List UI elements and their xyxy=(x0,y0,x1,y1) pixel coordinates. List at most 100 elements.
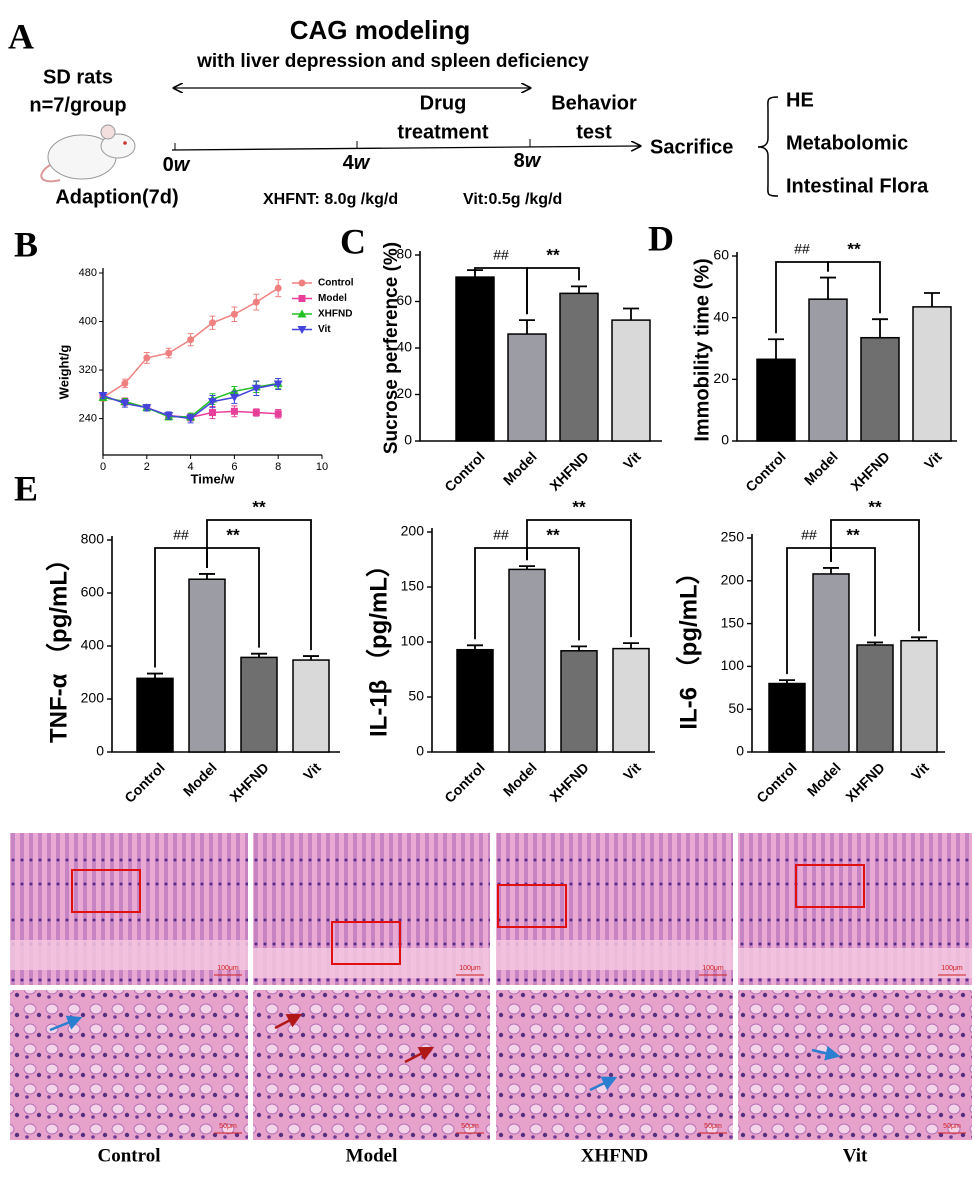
lesion-arrow xyxy=(49,1015,83,1032)
y-axis-label: Sucrose perference (%) xyxy=(381,242,402,454)
bar xyxy=(612,647,650,753)
y-tick-label: 40 xyxy=(396,339,412,355)
analysis: Intestinal Flora xyxy=(786,175,929,197)
timepoint: 8w xyxy=(514,150,542,172)
histology-panel: 100μm 50μm Control 100μm 50μm Model 100μm 50μm X… xyxy=(10,833,972,1166)
bar xyxy=(812,573,850,753)
dose: Vit:0.5g /kg/d xyxy=(463,191,562,208)
significance-label: ** xyxy=(572,497,586,516)
bar xyxy=(856,644,894,753)
stage: treatment xyxy=(397,121,488,143)
y-axis-label: IL-1β （pg/mL） xyxy=(365,553,392,737)
marker xyxy=(121,379,129,387)
panel-letter: C xyxy=(340,221,366,261)
error-bar xyxy=(571,645,587,651)
significance-label: ** xyxy=(546,245,560,264)
y-tick-label: 150 xyxy=(721,614,745,630)
bar xyxy=(756,358,796,442)
marker xyxy=(209,319,216,327)
y-tick-label: 60 xyxy=(396,292,412,308)
marker xyxy=(297,309,307,318)
panel-letter: A xyxy=(8,16,34,56)
marker xyxy=(229,393,239,402)
y-tick-label: 400 xyxy=(81,637,105,653)
x-tick-label: Control xyxy=(753,759,800,806)
panel-letter: D xyxy=(648,218,674,258)
significance-label: ## xyxy=(173,527,189,543)
error-bar xyxy=(623,307,639,321)
stage: Behavior xyxy=(551,92,637,114)
error-bar xyxy=(823,567,839,574)
x-tick-label: Control xyxy=(121,759,168,806)
group-label: Vit xyxy=(843,1145,868,1166)
marker xyxy=(230,407,238,415)
marker xyxy=(209,409,216,417)
marker xyxy=(298,295,306,302)
x-tick-label: 10 xyxy=(316,461,328,473)
marker xyxy=(120,399,130,408)
histology-high-mag xyxy=(738,990,972,1140)
x-tick-label: 6 xyxy=(231,461,237,473)
error-bar xyxy=(623,642,639,649)
y-tick-label: 0 xyxy=(721,432,729,448)
bar xyxy=(560,650,598,753)
marker xyxy=(252,409,260,417)
sacrifice: Sacrifice xyxy=(650,136,733,158)
scale-label: 50μm xyxy=(219,1123,237,1130)
bar xyxy=(860,336,900,442)
brace xyxy=(757,96,779,197)
marker xyxy=(230,310,238,318)
significance-label: ## xyxy=(493,527,509,543)
histology-submucosa xyxy=(496,940,733,970)
x-tick-label: XHFND xyxy=(546,759,591,804)
bar xyxy=(611,319,651,442)
marker xyxy=(165,349,173,357)
marker xyxy=(274,410,282,418)
bar xyxy=(292,659,330,753)
error-bar xyxy=(467,644,483,650)
marker xyxy=(186,415,196,424)
significance-label: ** xyxy=(226,525,240,544)
timeline xyxy=(171,146,640,150)
scale-label: 100μm xyxy=(459,965,481,972)
y-tick-label: 50 xyxy=(728,700,744,716)
error-bar xyxy=(820,276,836,300)
marker xyxy=(251,384,261,393)
y-tick-label: 250 xyxy=(721,529,745,545)
roi-box xyxy=(71,869,141,913)
y-tick-label: 200 xyxy=(81,690,105,706)
legend-label: XHFND xyxy=(318,309,352,320)
error-bar xyxy=(779,679,795,684)
error-bar xyxy=(911,636,927,641)
timepoint: 4w xyxy=(343,152,371,174)
x-tick-label: 2 xyxy=(144,461,150,473)
x-tick-label: Control xyxy=(441,448,488,495)
histology-high-mag xyxy=(253,990,490,1140)
significance-label: ** xyxy=(847,239,861,258)
significance-label: ## xyxy=(493,247,509,263)
bar xyxy=(900,639,938,753)
significance-bracket xyxy=(526,519,632,638)
marker xyxy=(164,412,174,421)
analysis: Metabolomic xyxy=(786,132,908,154)
lesion-arrow xyxy=(589,1076,618,1092)
y-tick-label: 480 xyxy=(79,267,97,279)
y-tick-label: 150 xyxy=(401,578,425,594)
bar xyxy=(188,578,226,753)
bar xyxy=(240,656,278,753)
timepoint: 0w xyxy=(163,154,191,176)
y-tick-label: 40 xyxy=(713,308,729,324)
y-tick-label: 0 xyxy=(416,743,424,759)
x-tick-label: 8 xyxy=(275,461,281,473)
scale-label: 100μm xyxy=(217,965,239,972)
adaption: Adaption(7d) xyxy=(55,186,178,208)
bar xyxy=(768,682,806,753)
panel-a-title: CAG modeling xyxy=(290,15,471,45)
scale-label: 50μm xyxy=(461,1123,479,1130)
x-tick-label: XHFND xyxy=(546,448,591,493)
significance-label: ** xyxy=(252,497,266,516)
marker xyxy=(187,336,195,344)
y-tick-label: 50 xyxy=(408,688,424,704)
x-tick-label: XHFND xyxy=(847,448,892,493)
roi-box xyxy=(795,864,865,908)
